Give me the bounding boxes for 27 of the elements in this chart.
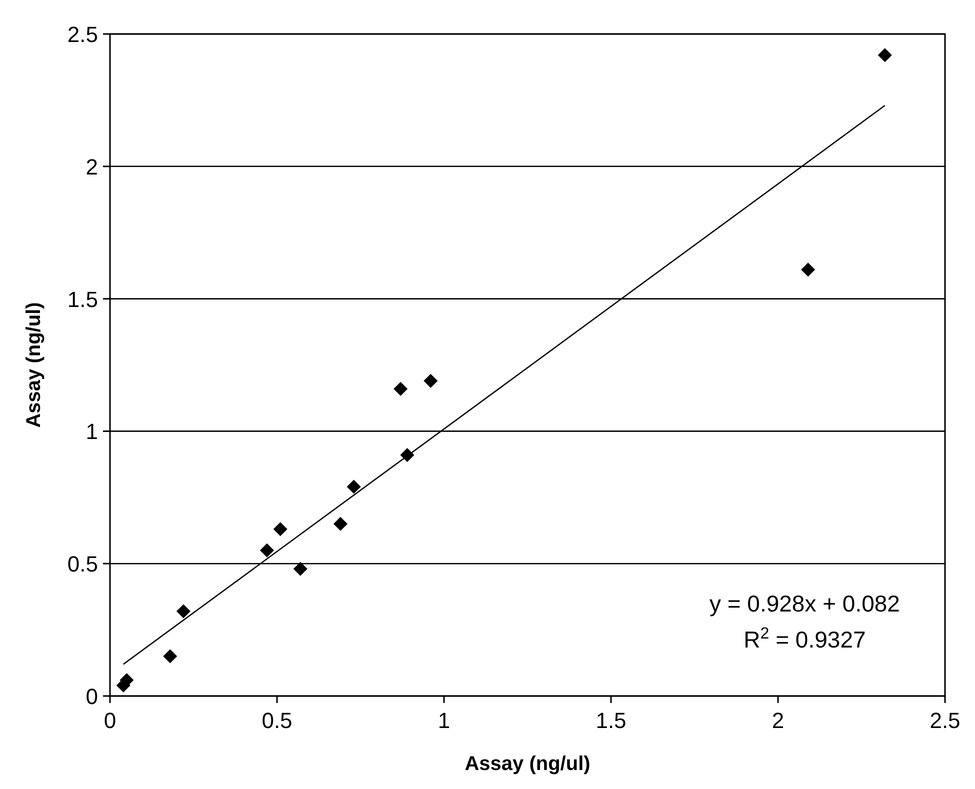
y-tick-label: 2.5: [67, 22, 98, 47]
point: [394, 382, 408, 396]
point: [878, 48, 892, 62]
y-tick-label: 2: [86, 154, 98, 180]
point: [260, 543, 274, 558]
point: [333, 516, 348, 531]
y-tick-label: 0: [86, 684, 98, 709]
x-tick-label: 0.5: [262, 708, 292, 733]
point: [163, 649, 178, 664]
x-tick-label: 0: [104, 708, 116, 733]
y-tick-label: 0.5: [67, 552, 98, 577]
y-axis-title: Assay (ng/ul): [23, 302, 45, 428]
annotation: R$^{2}$ = 0.9327: [744, 624, 866, 653]
x-tick-label: 1.5: [596, 708, 626, 733]
y-tick-label: 1.5: [67, 286, 98, 312]
annotation: y = 0.928x + 0.082: [709, 590, 900, 617]
x-tick-label: 2.5: [930, 708, 960, 733]
point: [801, 262, 816, 277]
x-tick-label: 2: [772, 708, 784, 733]
x-tick-label: 1: [438, 708, 450, 733]
point: [176, 604, 190, 618]
point: [346, 480, 361, 494]
point: [424, 374, 438, 388]
x-axis-title: Assay (ng/ul): [464, 753, 590, 775]
point: [293, 562, 308, 576]
point: [273, 522, 288, 536]
y-tick-label: 1: [86, 419, 98, 444]
